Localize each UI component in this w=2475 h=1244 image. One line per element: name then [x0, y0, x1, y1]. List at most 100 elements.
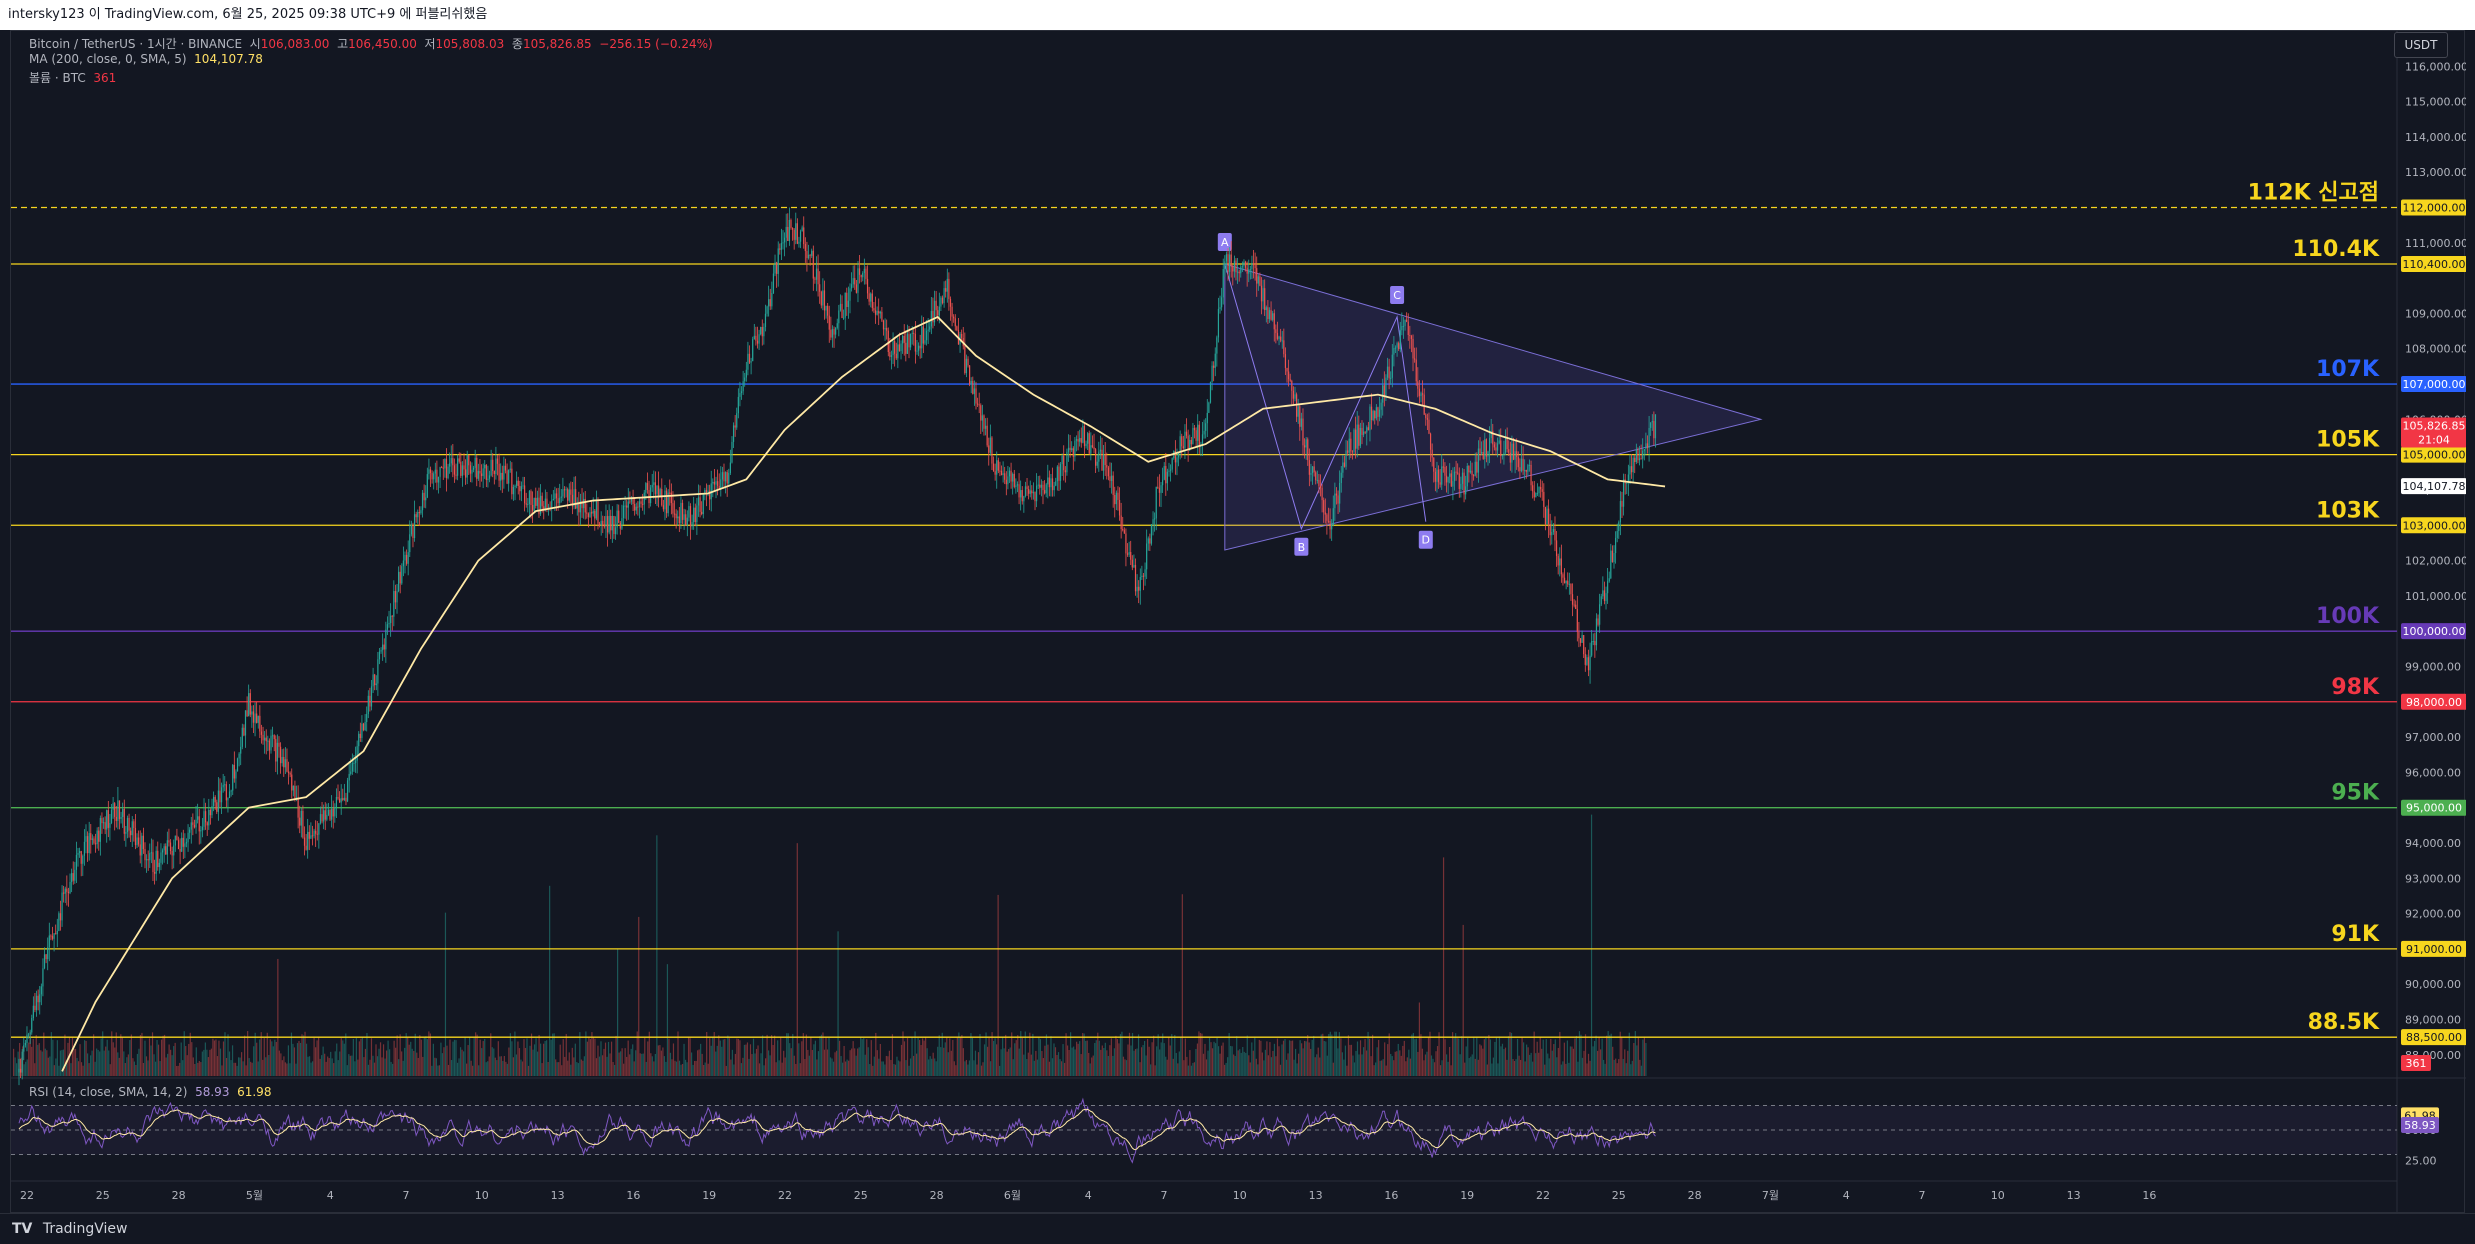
price-chart[interactable]: 88,000.0089,000.0090,000.0092,000.0093,0…: [11, 31, 2466, 1214]
volume-bar: [524, 1047, 527, 1076]
rsi-legend[interactable]: RSI (14, close, SMA, 14, 2) 58.93 61.98: [29, 1085, 271, 1099]
symbol-label[interactable]: Bitcoin / TetherUS · 1시간 · BINANCE: [29, 37, 243, 51]
candle-body: [1650, 422, 1652, 428]
rsi-ma-line: [18, 1108, 1656, 1151]
candle-body: [484, 464, 486, 469]
volume-bar: [41, 1051, 43, 1076]
volume-bar: [1355, 1050, 1357, 1076]
candle-body: [669, 492, 671, 494]
volume-bar: [544, 1040, 546, 1076]
volume-bar: [1269, 1042, 1271, 1076]
candle-body: [477, 470, 479, 479]
volume-bar: [887, 1056, 889, 1076]
volume-bar: [677, 1031, 679, 1076]
volume-bar: [1424, 1054, 1427, 1076]
volume-bar: [1430, 1055, 1433, 1076]
volume-bar: [787, 1033, 789, 1076]
volume-bar: [690, 1052, 693, 1076]
candle-body: [1626, 482, 1628, 484]
volume-bar: [707, 1063, 709, 1076]
volume-bar: [1479, 1044, 1481, 1076]
tradingview-logo-icon[interactable]: TV: [12, 1221, 33, 1237]
rsi-value: 58.93: [195, 1085, 230, 1099]
candle-body: [563, 489, 566, 491]
volume-bar: [1041, 1051, 1043, 1076]
price-tick-label: 90,000.00: [2405, 978, 2461, 991]
candle-body: [1241, 266, 1243, 268]
volume-bar: [382, 1044, 385, 1076]
volume-bar: [678, 1060, 681, 1076]
volume-bar: [1436, 1046, 1439, 1076]
candle-body: [468, 454, 470, 466]
currency-button[interactable]: USDT: [2394, 32, 2448, 58]
volume-bar: [1151, 1042, 1153, 1076]
volume-bar: [1017, 1035, 1019, 1076]
volume-bar: [308, 1056, 311, 1076]
volume-bar: [1224, 1064, 1226, 1076]
candle-body: [659, 489, 661, 496]
volume-bar: [1133, 1050, 1135, 1076]
volume-bar: [1429, 1031, 1431, 1076]
candle-body: [1469, 470, 1472, 473]
volume-bar: [337, 1060, 339, 1076]
candle-body: [1217, 308, 1220, 338]
candle-body: [1398, 343, 1400, 350]
volume-bar: [1109, 1045, 1111, 1076]
candle-body: [469, 465, 471, 474]
volume-bar: [1435, 1051, 1437, 1076]
volume-bar: [485, 1062, 487, 1076]
candle-body: [788, 220, 790, 241]
candle-body: [1177, 452, 1180, 458]
candle-body: [1055, 481, 1057, 486]
volume-bar: [1565, 1063, 1567, 1076]
candle-body: [1407, 321, 1409, 335]
brand-label[interactable]: TradingView: [42, 1221, 128, 1237]
candle-body: [342, 798, 344, 801]
volume-bar: [1178, 1051, 1180, 1076]
level-price-tag: [2401, 446, 2466, 463]
candle-body: [653, 482, 655, 485]
candle-body: [646, 483, 649, 490]
volume-bar: [1518, 1055, 1520, 1076]
candle-body: [1225, 254, 1228, 262]
chart-area[interactable]: 88,000.00 89,000.00 90,000.00 92,000.00 93,0…: [10, 30, 2466, 1214]
volume-bar: [428, 1031, 430, 1076]
volume-bar: [1544, 1064, 1546, 1076]
volume-bar: [1606, 1035, 1608, 1076]
candle-body: [220, 787, 223, 803]
candle-body: [353, 762, 355, 764]
candle-body: [1613, 553, 1615, 563]
volume-bar: [1411, 1034, 1413, 1076]
candle-body: [860, 274, 862, 278]
candle-body: [634, 504, 636, 511]
volume-bar: [102, 1031, 104, 1076]
volume-bar: [467, 1045, 469, 1076]
volume-bar: [1231, 1046, 1233, 1076]
volume-bar: [290, 1032, 293, 1076]
volume-bar: [1285, 1059, 1288, 1076]
candle-body: [1324, 512, 1326, 515]
candle-body: [1284, 354, 1287, 368]
candle-body: [1166, 471, 1168, 484]
time-tick-label: 16: [626, 1189, 640, 1202]
volume-bar: [1439, 1065, 1442, 1076]
ma-label: MA (200, close, 0, SMA, 5): [29, 52, 187, 66]
candle-body: [683, 514, 685, 520]
ma-legend[interactable]: MA (200, close, 0, SMA, 5) 104,107.78: [29, 52, 263, 66]
candle-body: [1307, 439, 1309, 461]
volume-bar: [1210, 1042, 1212, 1076]
volume-bar: [938, 1035, 940, 1076]
volume-bar: [654, 1053, 656, 1076]
volume-bar: [144, 1040, 146, 1076]
volume-bar: [1098, 1040, 1100, 1076]
volume-bar: [1624, 1049, 1626, 1076]
volume-legend[interactable]: 볼륨 · BTC 361: [29, 69, 116, 86]
volume-bar: [93, 1034, 95, 1076]
volume-bar: [870, 1040, 872, 1076]
volume-bar: [130, 1034, 132, 1076]
candle-body: [726, 472, 728, 484]
candle-body: [1080, 438, 1082, 443]
volume-bar: [837, 931, 839, 1076]
volume-bar: [1329, 1031, 1331, 1076]
volume-bar: [1326, 1055, 1328, 1076]
